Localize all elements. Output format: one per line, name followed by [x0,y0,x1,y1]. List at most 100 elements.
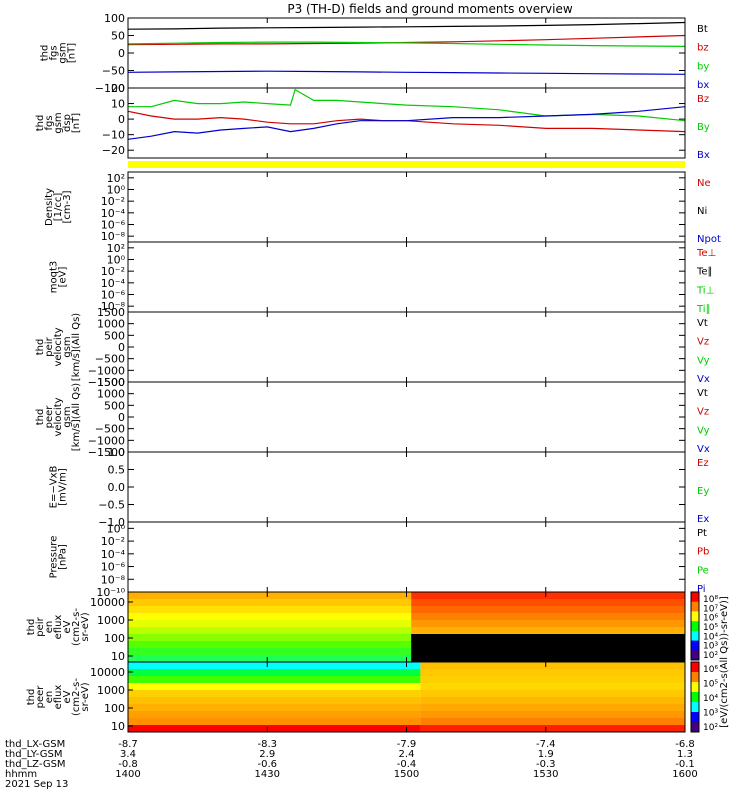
panels: thdfgsgsm[nT]100500−50−100Btbzbybxthdfgs… [26,12,730,733]
colorbar-tick-label: 10⁵ [703,680,718,690]
heatmap-band [420,704,685,712]
heatmap-band [420,676,685,684]
ylabel-line: en [44,691,55,704]
legend-Ex: Ex [697,514,709,525]
y-tick-label: −1000 [88,434,125,447]
ylabel-line: (cm2-s- [71,678,82,716]
panel-frame [127,171,686,243]
legend-Te∥: Te∥ [696,267,713,278]
legend-Ti∥: Ti∥ [696,304,711,315]
y-tick-label: −500 [95,423,125,436]
ylabel-line: (cm2-s- [71,608,82,646]
colorbar-tick-label: 10⁴ [703,694,718,704]
legend-Bx: Bx [697,150,710,161]
panel-6-ylabel: thdpeervelocitygsm[km/s](All Qs) [35,383,82,451]
footer-value: 1.3 [677,749,693,760]
heatmap-band [420,697,685,705]
footer-date: 2021 Sep 13 [5,779,68,790]
heatmap-band [128,592,412,600]
footer-value: -6.8 [675,739,695,750]
footer-value: 2.9 [259,749,275,760]
ylabel-line: [1/cc] [53,193,64,222]
colorbar-segment [691,692,699,703]
colorbar-tick-label: 10⁶ [703,665,718,675]
legend-Vx: Vx [697,374,710,385]
ylabel-line: velocity [53,397,64,436]
panel-4-ylabel: moqt3[eV] [49,261,69,294]
legend-Pi: Pi [697,584,706,595]
heatmap-band [411,620,685,628]
footer-ephemeris: thd_LX-GSM -8.7 -8.3 -7.9 -7.4 -6.8 thd_LY-GSM… [5,739,698,790]
colorbar-segment [691,640,699,651]
y-tick-label: 20 [111,82,125,95]
ylabel-line: en [44,621,55,634]
colorbar-segment [691,650,699,661]
heatmap-band [420,718,685,726]
series-Bz-line [127,110,686,133]
panel-10: thdpeerenefluxeV(cm2-s-sr-eV)10000100010… [26,661,686,733]
heatmap-band [128,718,421,726]
y-tick-label: −50 [102,65,125,78]
colorbar-tick-label: 10⁵ [703,623,718,633]
heatmap-band [411,606,685,614]
colorbar-segment [691,712,699,723]
ylabel-line: thd [40,45,51,62]
panel-frame [127,87,686,159]
y-tick-label: −1.0 [98,516,125,529]
footer-value: 1600 [672,769,697,780]
y-tick-label: 10⁻⁴ [101,207,126,220]
ylabel-line: thd [35,409,46,426]
panel-frame [127,241,686,313]
ylabel-line: fgs [44,115,55,130]
y-tick-label: 10⁻⁶ [101,289,126,302]
y-tick-label: 10 [111,650,125,663]
y-tick-label: 100 [104,12,125,25]
ylabel-line: moqt3 [49,261,60,294]
heatmap-band [128,655,412,663]
legend-By: By [697,122,710,133]
colorbar-tick-label: 10³ [703,642,718,652]
legend-Te⊥: Te⊥ [696,248,716,259]
y-tick-label: 10⁻⁸ [101,230,126,243]
colorbar-tick-label: 10² [703,723,718,733]
footer-value: -0.1 [675,759,695,770]
y-tick-label: 10² [107,242,125,255]
heatmap-band [128,704,421,712]
ylabel-line: [nT] [71,113,82,133]
colorbar-segment [691,722,699,733]
panel-3-ylabel: Density[1/cc][cm-3] [44,188,73,226]
y-tick-label: 10⁻⁶ [101,219,126,232]
footer-value: -0.4 [397,759,417,770]
y-tick-label: 100 [104,702,125,715]
y-tick-label: 10⁰ [107,184,126,197]
legend-Vz: Vz [697,337,709,348]
footer-row-label: hhmm [5,769,37,780]
y-tick-label: −500 [95,353,125,366]
heatmap-band [420,725,685,733]
colorbar: 10⁸10⁷10⁶10⁵10⁴10³10²10⁶10⁵10⁴10³10²[eV/… [690,591,730,733]
legend-Npot: Npot [697,234,721,245]
ylabel-line: thd [35,339,46,356]
panel-frame [127,451,686,523]
panel-1: thdfgsgsm[nT] 100 50 0 −50 −100 Bt bz by bx [40,12,710,95]
heatmap-band [411,634,685,642]
colorbar-segment [691,682,699,693]
ylabel-line: dsp [62,114,73,132]
heatmap-band [411,599,685,607]
footer-value: -8.7 [118,739,138,750]
ylabel-line: [km/s](All Qs) [71,383,82,451]
y-tick-label: 500 [104,329,125,342]
heatmap-band [128,648,412,656]
heatmap-band [420,711,685,719]
y-tick-label: 10 [111,98,125,111]
panel-8-ylabel: Pressure[nPa] [49,536,69,579]
y-tick-label: 10⁻⁴ [101,277,126,290]
legend-Bt: Bt [697,24,708,35]
ylabel-line: sr-eV) [80,612,91,641]
footer-row-label: thd_LX-GSM [5,739,65,750]
panel-frame [127,521,686,593]
footer-value: 1.9 [538,749,554,760]
legend-Vz: Vz [697,407,709,418]
